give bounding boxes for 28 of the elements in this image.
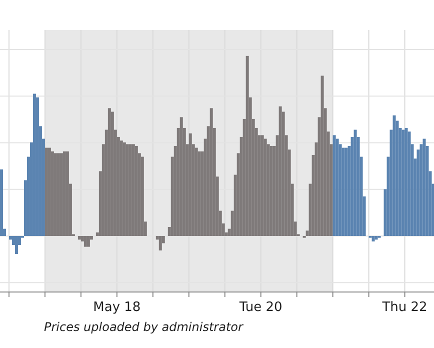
x-tick-label: May 18 (93, 300, 141, 315)
bar (354, 130, 357, 236)
bar (78, 236, 81, 240)
bar (32, 94, 36, 236)
bar (422, 138, 426, 236)
bar (402, 130, 405, 236)
bar (44, 148, 48, 236)
bar (14, 236, 18, 254)
bar (84, 236, 87, 247)
bar (392, 115, 396, 236)
bar (408, 132, 411, 236)
x-tick-label: Tue 20 (238, 300, 282, 315)
bar (246, 56, 249, 236)
bar (404, 128, 408, 236)
bar (336, 138, 339, 236)
bar (332, 135, 336, 236)
bar (372, 236, 375, 242)
bar (344, 148, 348, 236)
bar (342, 148, 345, 236)
x-tick-label: Thu 22 (381, 300, 428, 315)
bar (320, 76, 324, 236)
bar (158, 236, 162, 250)
bar (86, 236, 90, 247)
bar (374, 236, 378, 240)
bar (140, 156, 144, 236)
text: Prices uploaded by administrator (44, 320, 244, 334)
bar (66, 151, 69, 236)
bar (0, 169, 3, 236)
